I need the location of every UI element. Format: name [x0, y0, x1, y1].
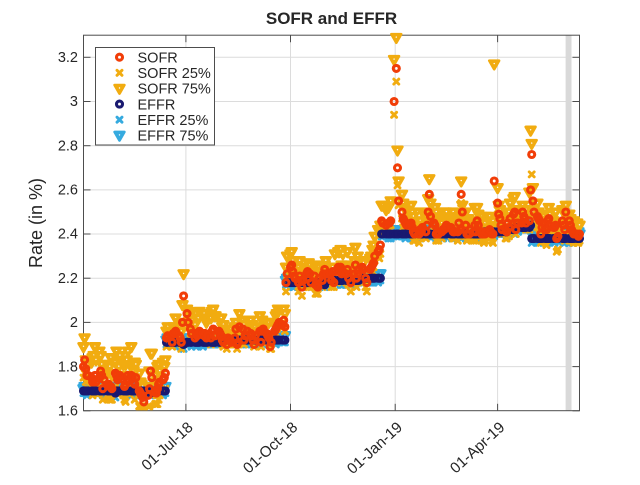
svg-text:SOFR 75%: SOFR 75% [138, 82, 211, 98]
svg-text:2.8: 2.8 [58, 138, 78, 154]
svg-text:3: 3 [70, 94, 78, 110]
svg-text:EFFR 75%: EFFR 75% [138, 129, 209, 145]
svg-text:EFFR 25%: EFFR 25% [138, 113, 209, 129]
svg-text:2.2: 2.2 [58, 271, 78, 287]
svg-text:SOFR: SOFR [138, 50, 178, 66]
svg-text:SOFR 25%: SOFR 25% [138, 66, 211, 82]
svg-text:SOFR and EFFR: SOFR and EFFR [266, 9, 397, 28]
svg-text:1.8: 1.8 [58, 359, 78, 375]
svg-text:2: 2 [70, 315, 78, 331]
svg-text:1.6: 1.6 [58, 403, 78, 419]
svg-text:Rate (in %): Rate (in %) [26, 178, 46, 268]
svg-text:EFFR: EFFR [138, 97, 176, 113]
svg-text:2.6: 2.6 [58, 183, 78, 199]
svg-text:3.2: 3.2 [58, 50, 78, 66]
svg-text:2.4: 2.4 [58, 227, 78, 243]
